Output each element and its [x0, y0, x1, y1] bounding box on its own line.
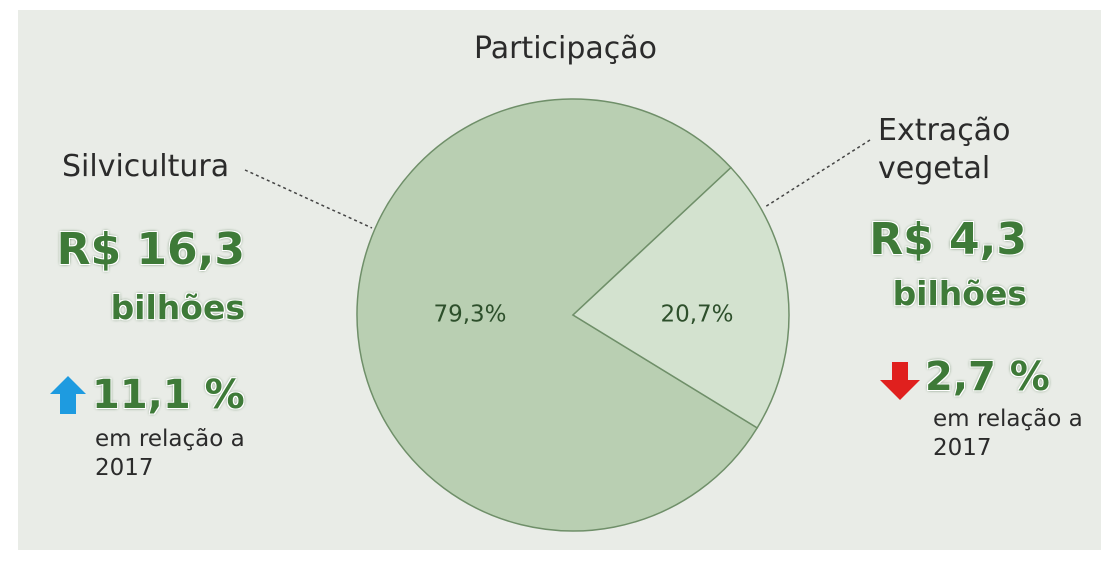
pie-slice — [356, 98, 759, 532]
change: 11,1 % — [92, 372, 245, 418]
category-label: Extração vegetal — [878, 113, 1011, 186]
slice-label: 79,3% — [433, 302, 506, 328]
arrow-down — [880, 362, 920, 400]
category-label: Silvicultura — [62, 149, 230, 184]
amount: R$ 4,3 — [869, 214, 1027, 265]
amount-unit: bilhões — [110, 288, 245, 327]
slice-label: 20,7% — [660, 302, 733, 328]
pie-slice — [571, 166, 790, 429]
amount: R$ 16,3 — [56, 224, 245, 275]
change: 2,7 % — [925, 354, 1050, 400]
change-note: em relação a 2017 — [95, 426, 245, 481]
chart-title: Participação — [473, 31, 658, 66]
leader-line — [244, 169, 373, 229]
arrow-up — [50, 376, 86, 414]
leader-line — [764, 139, 871, 208]
amount-unit: bilhões — [892, 274, 1027, 313]
change-note: em relação a 2017 — [933, 406, 1083, 461]
